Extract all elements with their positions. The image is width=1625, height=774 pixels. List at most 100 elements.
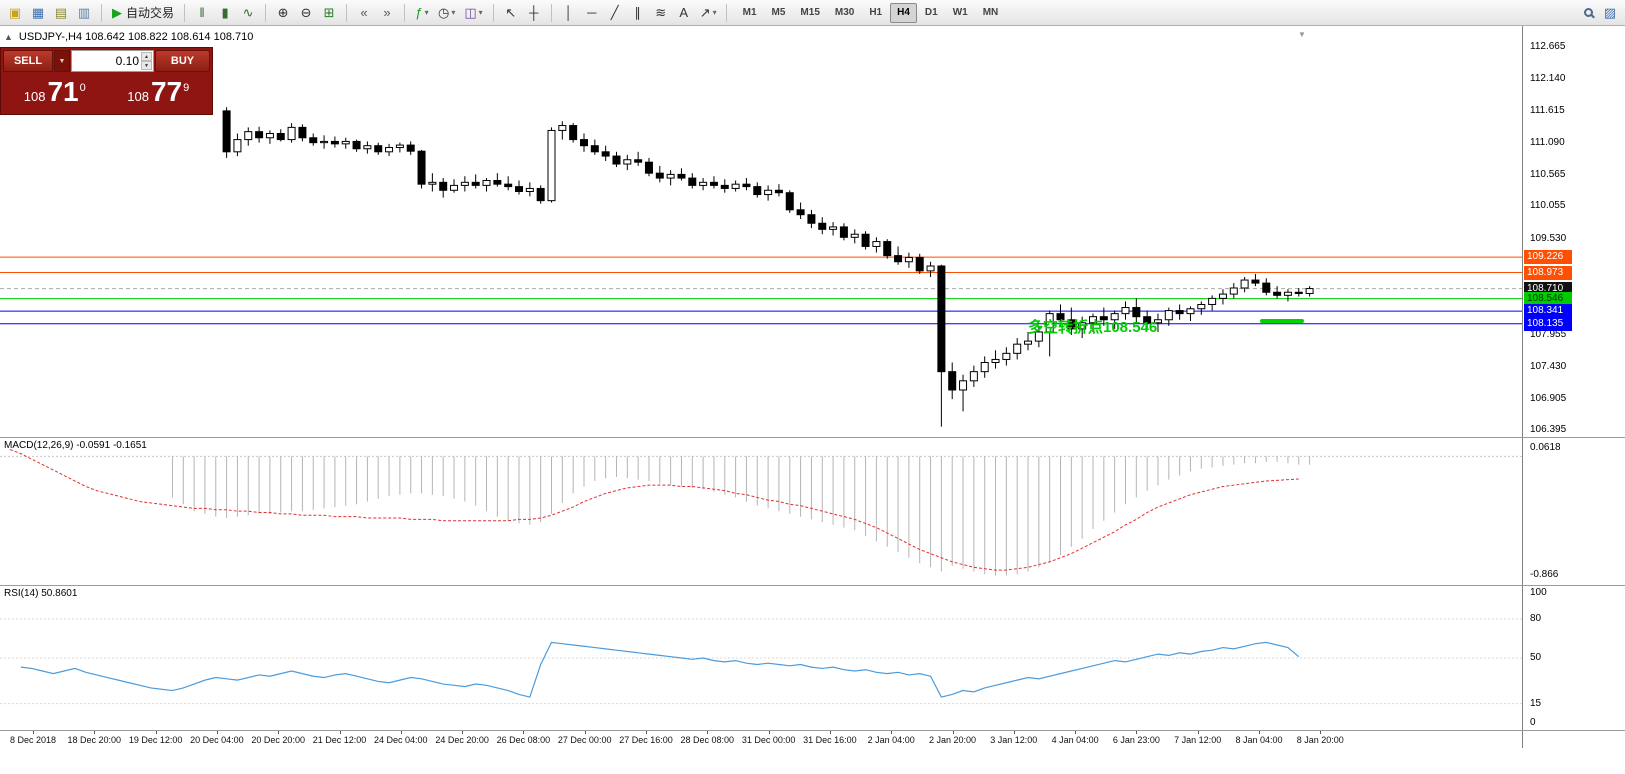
- text-button[interactable]: A: [673, 3, 695, 23]
- candle-body: [1002, 352, 1011, 360]
- timeframe-m15[interactable]: M15: [800, 7, 820, 18]
- candle-body: [612, 155, 621, 165]
- price-axis-label: 112.665: [1530, 41, 1566, 53]
- auto-trading-button[interactable]: ▶ 自动交易: [108, 3, 178, 23]
- profiles-icon: ▤: [54, 4, 68, 20]
- candle-body: [774, 189, 783, 194]
- candle-body: [1153, 319, 1162, 324]
- profiles-button[interactable]: ▤: [50, 3, 72, 23]
- time-axis-label: 31 Dec 16:00: [803, 735, 857, 745]
- auto-trading-label: 自动交易: [126, 6, 175, 20]
- price-chart-panel[interactable]: ▲ USDJPY-,H4 108.642 108.822 108.614 108…: [0, 26, 1522, 437]
- time-axis-tick: [584, 731, 586, 734]
- macd-chart: [0, 449, 1522, 576]
- channel-button[interactable]: ∥: [627, 3, 649, 23]
- macd-panel[interactable]: MACD(12,26,9) -0.0591 -0.1651: [0, 438, 1522, 585]
- time-axis-label: 28 Dec 08:00: [680, 735, 735, 745]
- sell-price: 108 71 0: [3, 78, 107, 106]
- volume-down-button[interactable]: ▼: [141, 61, 152, 70]
- bar-chart-button[interactable]: ‖: [191, 3, 213, 23]
- time-axis-label: 18 Dec 20:00: [67, 735, 122, 745]
- chart-shift-icon: »: [383, 5, 391, 20]
- panel-splitter[interactable]: [0, 437, 1625, 438]
- workspace-button[interactable]: ▨: [1599, 3, 1621, 23]
- buy-button[interactable]: BUY: [155, 50, 210, 72]
- volume-up-button[interactable]: ▲: [141, 52, 152, 61]
- cursor-button[interactable]: ↖: [500, 3, 522, 23]
- zoom-in-button[interactable]: ⊕: [272, 3, 294, 23]
- indicators-icon: ƒ: [415, 5, 423, 20]
- indicators-button[interactable]: ƒ ▾: [411, 3, 433, 23]
- timeframe-d1[interactable]: D1: [924, 7, 938, 18]
- timeframe-h4[interactable]: H4: [890, 2, 917, 23]
- panel-splitter[interactable]: [0, 730, 1625, 731]
- volume-input[interactable]: [72, 51, 153, 71]
- time-axis-label: 8 Jan 20:00: [1296, 735, 1344, 745]
- toolbar-separator: [101, 3, 102, 22]
- timeframe-mn[interactable]: MN: [982, 7, 999, 18]
- volume-dropdown[interactable]: ▼: [54, 50, 70, 72]
- trade-panel-toggle[interactable]: ▲: [4, 32, 13, 42]
- templates-icon: ◫: [464, 4, 477, 20]
- candle-body: [1089, 316, 1097, 324]
- templates-button[interactable]: ◫ ▾: [460, 3, 486, 23]
- rsi-axis-label: 15: [1530, 697, 1542, 709]
- candle-body: [1045, 313, 1054, 333]
- charts-button[interactable]: ▦: [27, 3, 49, 23]
- trendline-button[interactable]: ╱: [604, 3, 626, 23]
- crosshair-button[interactable]: ┼: [523, 3, 545, 23]
- candle-body: [1121, 307, 1130, 315]
- rsi-panel[interactable]: RSI(14) 50.8601: [0, 586, 1522, 730]
- volume-spinners: ▲ ▼: [141, 52, 152, 70]
- tile-windows-button[interactable]: ⊞: [318, 3, 340, 23]
- timeframe-w1[interactable]: W1: [952, 7, 968, 18]
- text-icon: A: [679, 5, 689, 20]
- time-axis-label: 8 Jan 04:00: [1235, 735, 1283, 745]
- time-axis[interactable]: 8 Dec 2018 18 Dec 20:00 19 Dec 12:00 20 Dec…: [0, 731, 1522, 748]
- toolbar-separator: [346, 3, 348, 22]
- candle-body: [959, 380, 968, 391]
- green-trend-segment: [1260, 319, 1304, 323]
- price-axis-label: 111.090: [1530, 137, 1565, 149]
- candle-body: [634, 159, 643, 163]
- sell-button[interactable]: SELL: [3, 50, 53, 72]
- candle-body: [991, 358, 1000, 363]
- timeframe-h1[interactable]: H1: [869, 7, 883, 18]
- candle-body: [753, 186, 762, 196]
- candlestick-button[interactable]: ▮: [214, 3, 236, 23]
- chart-shift-button[interactable]: »: [376, 3, 398, 23]
- bar-chart-icon: ‖: [199, 5, 205, 20]
- symbol-ohlc-text: USDJPY-,H4 108.642 108.822 108.614 108.7…: [18, 31, 254, 43]
- search-button[interactable]: [1577, 3, 1599, 23]
- candle-body: [969, 371, 978, 382]
- candle-body: [601, 151, 610, 157]
- vertical-line-button[interactable]: │: [558, 3, 580, 23]
- periods-button[interactable]: ◷ ▾: [434, 3, 459, 23]
- panel-splitter[interactable]: [0, 585, 1625, 586]
- new-order-icon: ▣: [8, 4, 22, 20]
- sell-price-point: 0: [79, 82, 86, 94]
- auto-scroll-button[interactable]: «: [353, 3, 375, 23]
- buy-price: 108 77 9: [107, 78, 211, 106]
- workspace-icon: ▨: [1603, 4, 1617, 20]
- timeframe-m30[interactable]: M30: [834, 7, 855, 18]
- timeframe-m1[interactable]: M1: [742, 7, 757, 18]
- timeframe-m5[interactable]: M5: [771, 7, 786, 18]
- fibonacci-button[interactable]: ≋: [650, 3, 672, 23]
- terminal-button[interactable]: ▥: [73, 3, 95, 23]
- line-chart-button[interactable]: ∿: [237, 3, 259, 23]
- time-axis-label: 6 Jan 23:00: [1112, 735, 1160, 745]
- new-order-button[interactable]: ▣: [4, 3, 26, 23]
- time-axis-tick: [523, 731, 525, 734]
- zoom-out-button[interactable]: ⊖: [295, 3, 317, 23]
- time-axis-label: 3 Jan 12:00: [990, 735, 1038, 745]
- candle-body: [330, 140, 339, 145]
- price-axis[interactable]: 112.665 112.140 111.615 111.090 110.565 110.0…: [1522, 26, 1625, 748]
- time-axis-tick: [829, 731, 831, 734]
- candle-body: [417, 150, 426, 185]
- timeframe-toolbar: M1 M5 M15 M30 H1 H4 D1 W1 MN: [736, 2, 1006, 23]
- macd-label: MACD(12,26,9) -0.0591 -0.1651: [4, 440, 147, 451]
- candlestick-chart: [0, 107, 1522, 427]
- horizontal-line-button[interactable]: ─: [581, 3, 603, 23]
- arrows-button[interactable]: ↗ ▾: [696, 3, 721, 23]
